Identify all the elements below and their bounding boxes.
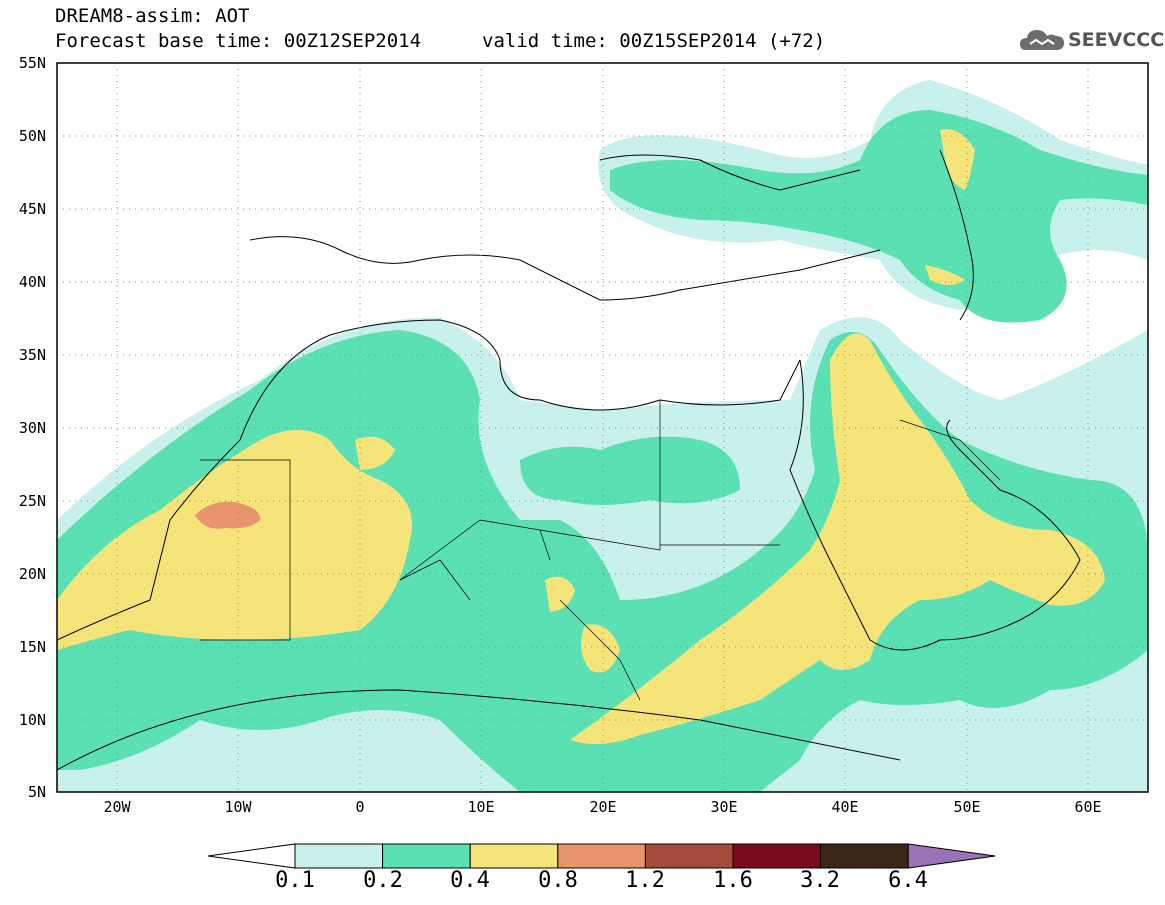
lon-label: 10W xyxy=(224,798,252,816)
aot-band-0.8 xyxy=(195,501,261,529)
colorbar-label: 3.2 xyxy=(800,868,840,893)
colorbar-label: 1.2 xyxy=(625,868,665,893)
lat-label: 20N xyxy=(19,565,46,583)
lon-label: 50E xyxy=(953,798,980,816)
country-borders xyxy=(200,400,1001,701)
colorbar-label: 0.4 xyxy=(450,868,490,893)
colorbar-box xyxy=(557,843,646,869)
lat-label: 5N xyxy=(28,783,46,801)
colorbar-boxes xyxy=(207,843,996,869)
lat-axis: 55N 50N 45N 40N 35N 30N 25N 20N 15N 10N … xyxy=(19,54,46,801)
colorbar-box xyxy=(732,843,822,869)
lon-label: 40E xyxy=(831,798,858,816)
lat-label: 50N xyxy=(19,127,46,145)
logo-text: SEEVCCC xyxy=(1068,29,1165,51)
title-line-1: DREAM8-assim: AOT xyxy=(55,5,250,27)
coastlines xyxy=(57,149,1081,771)
aot-band-0.4 xyxy=(57,129,1105,744)
colorbar-label: 1.6 xyxy=(713,868,753,893)
lat-label: 55N xyxy=(19,54,46,72)
lon-label: 60E xyxy=(1074,798,1101,816)
lat-label: 15N xyxy=(19,638,46,656)
lat-label: 45N xyxy=(19,200,46,218)
colorbar-box xyxy=(294,843,384,869)
lat-label: 25N xyxy=(19,492,46,510)
lon-axis: 20W 10W 0 10E 20E 30E 40E 50E 60E xyxy=(103,798,1101,816)
colorbar-label: 6.4 xyxy=(888,868,928,893)
seevccc-logo: SEEVCCC xyxy=(1018,24,1164,56)
cloud-icon xyxy=(1020,30,1064,50)
colorbar-box xyxy=(469,843,559,869)
map-frame xyxy=(56,62,1149,793)
colorbar-box xyxy=(382,843,471,869)
lon-label: 30E xyxy=(710,798,737,816)
colorbar-arrow-high xyxy=(907,843,996,869)
colorbar-label: 0.8 xyxy=(538,868,578,893)
colorbar-box xyxy=(644,843,734,869)
lat-label: 40N xyxy=(19,273,46,291)
lat-label: 30N xyxy=(19,419,46,437)
lon-label: 20W xyxy=(103,798,131,816)
lon-label: 20E xyxy=(589,798,616,816)
title-line-2: Forecast base time: 00Z12SEP2014 xyxy=(55,30,422,52)
lat-label: 35N xyxy=(19,346,46,364)
colorbar-box xyxy=(820,843,909,869)
colorbar-label: 0.1 xyxy=(275,868,315,893)
lon-label: 10E xyxy=(467,798,494,816)
valid-time: valid time: 00Z15SEP2014 (+72) xyxy=(482,30,826,52)
colorbar-arrow-low xyxy=(207,843,296,869)
lat-label: 10N xyxy=(19,711,46,729)
colorbar-label: 0.2 xyxy=(363,868,403,893)
lon-label: 0 xyxy=(355,798,364,816)
